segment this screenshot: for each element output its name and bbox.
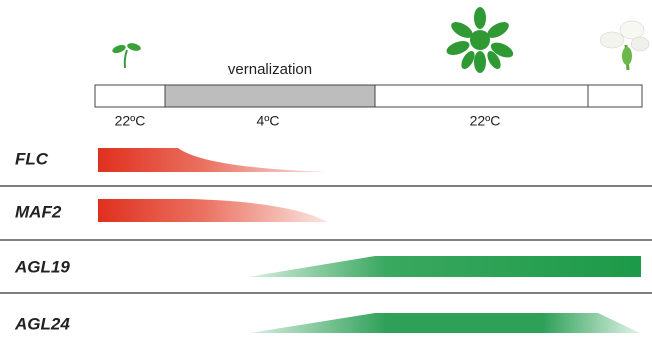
diagram: vernalization 22ºC 4ºC 22ºC FLC MAF2 AGL…: [0, 0, 652, 343]
rosette-icon: [445, 7, 516, 73]
expression-profile: [248, 256, 641, 277]
gene-label: AGL19: [14, 257, 70, 276]
flower-icon: [600, 21, 649, 70]
temperature-label: 22ºC: [470, 113, 501, 129]
timeline-label: vernalization: [228, 61, 312, 78]
timeline-segment: [375, 85, 588, 107]
seedling-icon: [111, 42, 141, 68]
gene-label: FLC: [15, 149, 49, 168]
timeline-segment: [95, 85, 165, 107]
expression-profile: [98, 199, 328, 222]
temperature-label: 22ºC: [115, 113, 146, 129]
temperature-label: 4ºC: [256, 113, 279, 129]
gene-label: MAF2: [15, 202, 62, 221]
gene-label: AGL24: [14, 314, 70, 333]
expression-profile: [250, 313, 640, 333]
timeline-segment: [165, 85, 375, 107]
timeline-segment: [588, 85, 642, 107]
expression-profile: [98, 148, 330, 172]
